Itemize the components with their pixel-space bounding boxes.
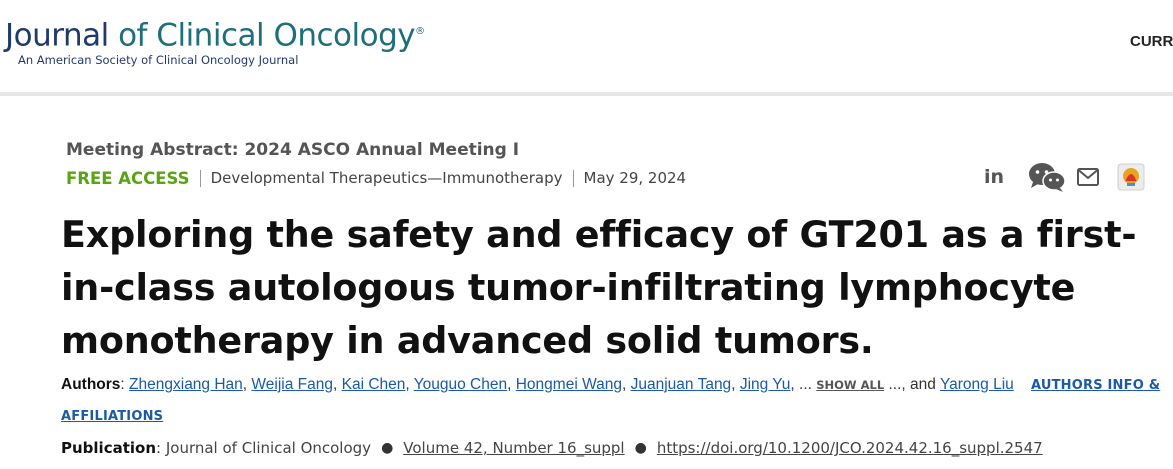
author-link[interactable]: Weijia Fang <box>251 376 333 393</box>
meta-divider <box>199 169 201 187</box>
logo-journal-text: Journal <box>5 17 109 54</box>
bullet-separator: ● <box>634 440 647 456</box>
authors-ellipsis: ... <box>799 376 812 393</box>
publication-journal: Journal of Clinical Oncology <box>165 439 372 457</box>
meta-divider <box>572 169 574 187</box>
header-divider <box>0 92 1173 96</box>
logo-registered-mark: ® <box>415 26 425 37</box>
publication-line: Publication: Journal of Clinical Oncolog… <box>61 439 1043 457</box>
article-topic: Developmental Therapeutics—Immunotherapy <box>210 169 563 187</box>
authors-info-link[interactable]: AUTHORS INFO & AFFILIATIONS <box>61 378 1161 424</box>
logo-subtitle: An American Society of Clinical Oncology… <box>18 53 299 68</box>
volume-link[interactable]: Volume 42, Number 16_suppl <box>403 439 625 457</box>
linkedin-icon[interactable]: in <box>983 166 1005 188</box>
site-header: Journal of Clinical Oncology® An America… <box>0 0 1173 92</box>
wechat-icon[interactable] <box>1026 160 1068 194</box>
doi-link[interactable]: https://doi.org/10.1200/JCO.2024.42.16_s… <box>656 439 1043 457</box>
show-all-authors-button[interactable]: SHOW ALL <box>816 378 885 392</box>
author-link[interactable]: Kai Chen <box>341 376 406 393</box>
logo-rest-text: of Clinical Oncology <box>118 17 416 54</box>
logo-wordmark: Journal of Clinical Oncology® <box>5 12 425 55</box>
publication-label: Publication <box>61 439 157 457</box>
bookmark-icon[interactable] <box>1116 162 1146 192</box>
author-link[interactable]: Hongmei Wang <box>515 376 622 393</box>
mail-icon[interactable] <box>1076 165 1100 189</box>
bullet-separator: ● <box>381 440 394 456</box>
author-link[interactable]: Juanjuan Tang <box>630 376 732 393</box>
publication-date: May 29, 2024 <box>583 169 687 187</box>
journal-logo[interactable]: Journal of Clinical Oncology® An America… <box>5 12 425 67</box>
share-toolbar: in <box>982 160 1146 194</box>
meeting-label: Meeting Abstract: 2024 ASCO Annual Meeti… <box>66 140 520 160</box>
article-meta: FREE ACCESS Developmental Therapeutics—I… <box>66 167 686 189</box>
article-title: Exploring the safety and efficacy of GT2… <box>61 213 1137 362</box>
author-link[interactable]: Youguo Chen <box>413 376 508 393</box>
authors-tail-ellipsis: ..., and <box>888 376 936 393</box>
author-link[interactable]: Jing Yu <box>739 376 791 393</box>
author-link[interactable]: Zhengxiang Han <box>129 376 243 393</box>
author-link-last[interactable]: Yarong Liu <box>939 376 1014 393</box>
nav-current-issue[interactable]: CURR <box>1130 33 1173 50</box>
free-access-badge: FREE ACCESS <box>66 168 190 188</box>
authors-label: Authors <box>61 376 121 393</box>
authors-block: Authors: Zhengxiang Han, Weijia Fang, Ka… <box>61 376 1161 424</box>
